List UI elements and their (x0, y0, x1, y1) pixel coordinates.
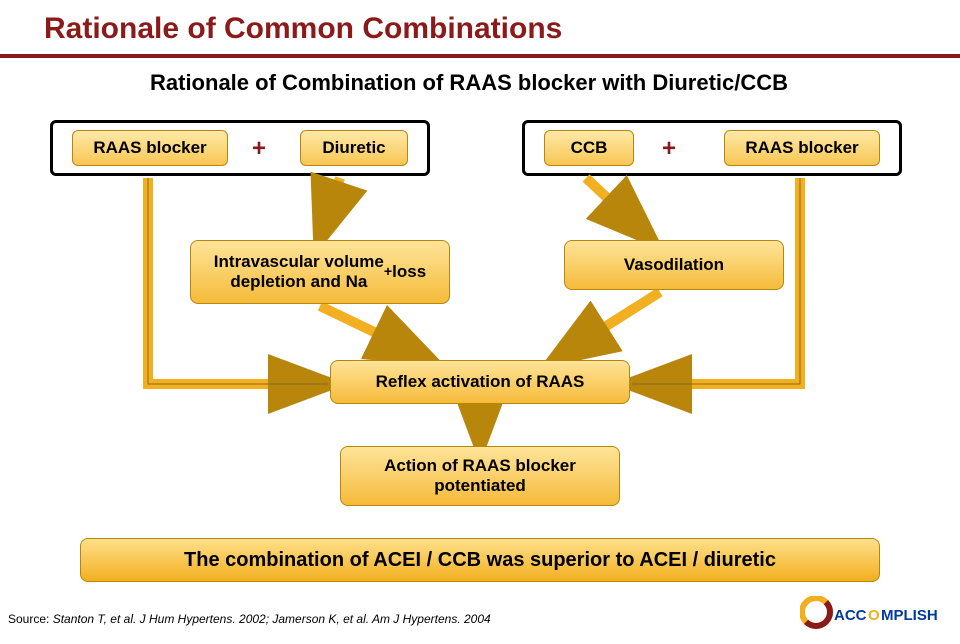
chip-ccb: CCB (544, 130, 634, 166)
accomplish-logo: ACCOMPLISH (800, 596, 955, 640)
effect-vaso: Vasodilation (564, 240, 784, 290)
svg-text:ACC: ACC (834, 607, 867, 624)
svg-text:MPLISH: MPLISH (881, 607, 938, 624)
effect-ivd: Intravascular volumedepletion and Na+ lo… (190, 240, 450, 304)
conclusion-box: The combination of ACEI / CCB was superi… (80, 538, 880, 582)
plus-1: + (662, 135, 676, 163)
action-box: Action of RAAS blockerpotentiated (340, 446, 620, 506)
reflex-box: Reflex activation of RAAS (330, 360, 630, 404)
chip-raas_right: RAAS blocker (724, 130, 880, 166)
plus-0: + (252, 135, 266, 163)
citation: Source: Stanton T, et al. J Hum Hyperten… (8, 612, 491, 626)
chip-diuretic: Diuretic (300, 130, 408, 166)
svg-text:O: O (868, 607, 880, 624)
chip-raas_left: RAAS blocker (72, 130, 228, 166)
